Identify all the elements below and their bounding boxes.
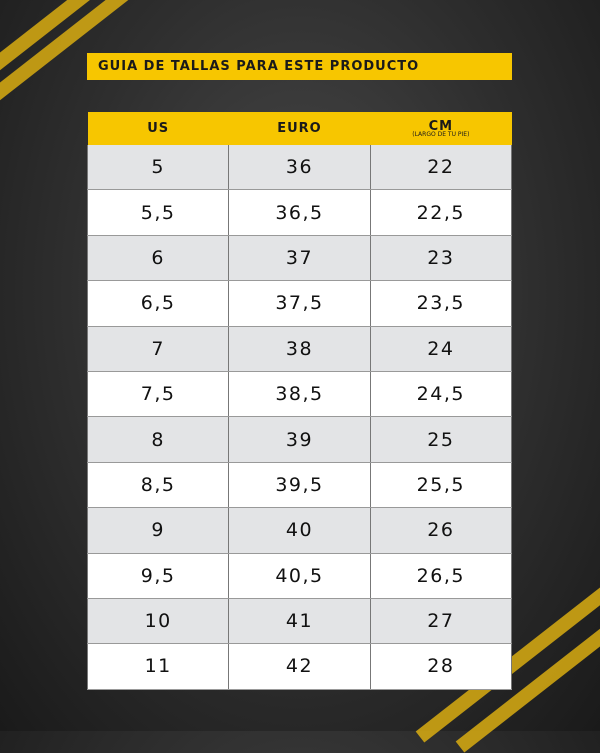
cell-euro: 37 — [228, 235, 371, 282]
cell-euro: 38 — [228, 326, 371, 372]
cell-euro: 36 — [228, 145, 371, 191]
cell-cm: 22 — [369, 145, 513, 191]
table-row: 7 38 24 — [86, 326, 513, 372]
cell-cm: 23 — [369, 235, 513, 282]
header-euro: EURO — [228, 112, 371, 145]
cell-cm: 25 — [369, 416, 513, 463]
header-label: CM — [428, 119, 454, 134]
table-row: 5,5 36,5 22,5 — [86, 189, 513, 236]
table-row: 6 37 23 — [86, 235, 513, 282]
table-row: 9,5 40,5 26,5 — [86, 553, 513, 599]
cell-us: 6,5 — [86, 280, 230, 327]
table-row: 9 40 26 — [86, 507, 513, 554]
table-row: 10 41 27 — [86, 598, 513, 645]
cell-euro: 36,5 — [228, 189, 371, 236]
table-row: 11 42 28 — [86, 643, 513, 690]
cell-us: 7,5 — [86, 371, 230, 418]
cell-cm: 24 — [369, 326, 513, 372]
cell-cm: 22,5 — [369, 189, 513, 236]
cell-euro: 42 — [228, 643, 371, 690]
cell-us: 11 — [86, 643, 230, 690]
page-title: GUIA DE TALLAS PARA ESTE PRODUCTO — [98, 59, 420, 74]
cell-cm: 28 — [369, 643, 513, 690]
table-row: 8,5 39,5 25,5 — [86, 462, 513, 509]
cell-us: 9,5 — [86, 553, 230, 599]
table-row: 5 36 22 — [86, 145, 513, 191]
cell-euro: 41 — [228, 598, 371, 645]
cell-cm: 26,5 — [369, 553, 513, 599]
cell-euro: 39,5 — [228, 462, 371, 509]
header-label: EURO — [277, 121, 322, 136]
table-row: 6,5 37,5 23,5 — [86, 280, 513, 327]
header-sublabel: (LARGO DE TU PIE) — [412, 131, 470, 138]
cell-euro: 40 — [228, 507, 371, 554]
table-header-row: US EURO CM (LARGO DE TU PIE) — [87, 112, 512, 145]
header-label: US — [147, 121, 170, 136]
cell-euro: 40,5 — [228, 553, 371, 599]
cell-euro: 39 — [228, 416, 371, 463]
cell-us: 8,5 — [86, 462, 230, 509]
cell-us: 5 — [86, 145, 230, 191]
cell-us: 9 — [86, 507, 230, 554]
table-row: 8 39 25 — [86, 416, 513, 463]
cell-us: 6 — [86, 235, 230, 282]
header-cm: CM (LARGO DE TU PIE) — [370, 112, 512, 145]
size-table: US EURO CM (LARGO DE TU PIE) 5 36 22 5,5 36,5… — [86, 112, 513, 690]
cell-us: 8 — [86, 416, 230, 463]
cell-cm: 25,5 — [369, 462, 513, 509]
cell-cm: 27 — [369, 598, 513, 645]
cell-cm: 24,5 — [369, 371, 513, 418]
cell-euro: 37,5 — [228, 280, 371, 327]
table-row: 7,5 38,5 24,5 — [86, 371, 513, 418]
size-guide-title-bar: GUIA DE TALLAS PARA ESTE PRODUCTO — [87, 53, 512, 80]
cell-cm: 23,5 — [369, 280, 513, 327]
cell-us: 7 — [86, 326, 230, 372]
cell-euro: 38,5 — [228, 371, 371, 418]
cell-us: 5,5 — [86, 189, 230, 236]
cell-cm: 26 — [369, 507, 513, 554]
cell-us: 10 — [86, 598, 230, 645]
header-us: US — [87, 112, 229, 145]
